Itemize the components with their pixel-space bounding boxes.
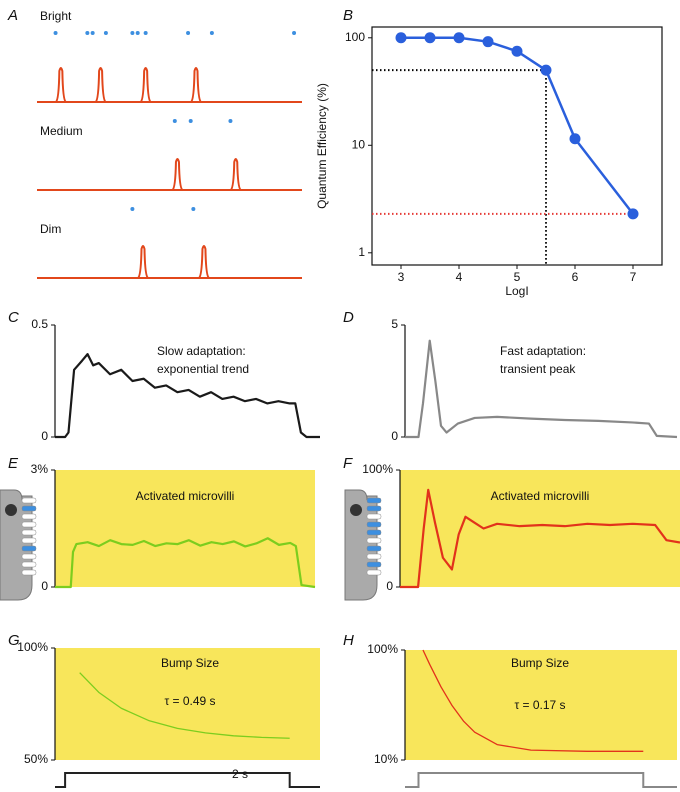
marker	[482, 36, 494, 48]
annotation: Bump Size	[511, 656, 569, 670]
photon-dot	[90, 31, 95, 35]
annotation: transient peak	[500, 362, 576, 376]
bump	[94, 67, 107, 103]
annotation: Fast adaptation:	[500, 344, 586, 358]
annotation: Activated microvilli	[136, 489, 235, 503]
x-axis-label: LogI	[505, 284, 528, 298]
y-tick-label: 100	[345, 30, 365, 44]
photon-dot	[191, 207, 196, 211]
panel-letter: D	[343, 309, 354, 326]
y-tick-label: 100%	[362, 462, 393, 476]
x-tick-label: 6	[572, 270, 579, 284]
microvilli-icon	[0, 489, 37, 601]
x-tick-label: 5	[514, 270, 521, 284]
marker	[424, 32, 436, 44]
bump	[55, 67, 67, 103]
photon-dot	[209, 31, 214, 35]
y-axis-label: Quantum Efficiency (%)	[315, 83, 329, 209]
stimulus-step	[405, 772, 677, 788]
photon-dot	[143, 31, 148, 35]
bump	[198, 245, 210, 279]
trace	[401, 36, 634, 215]
row-label: Medium	[40, 124, 83, 138]
annotation: τ = 0.49 s	[164, 694, 215, 708]
photon-dot	[135, 31, 140, 35]
y-tick-label: 10%	[374, 752, 398, 766]
photon-dot	[186, 31, 191, 35]
panel-letter: H	[343, 632, 354, 649]
trace	[400, 488, 680, 589]
photon-dot	[188, 119, 193, 123]
y-tick-label: 5	[391, 317, 398, 331]
y-tick-label: 0	[386, 579, 393, 593]
annotation: Bump Size	[161, 656, 219, 670]
bump	[171, 158, 184, 191]
plot-background	[55, 648, 320, 760]
panel-letter: B	[343, 7, 353, 24]
trace	[55, 353, 320, 439]
trace	[55, 537, 316, 589]
bump	[139, 67, 152, 103]
marker	[395, 32, 407, 44]
photon-dot	[103, 31, 108, 35]
panel-letter: G	[8, 632, 20, 649]
photon-dot	[53, 31, 58, 35]
y-tick-label: 10	[352, 137, 366, 151]
y-tick-label: 0	[41, 429, 48, 443]
row-label: Bright	[40, 9, 72, 23]
photon-dot	[228, 119, 233, 123]
annotation: exponential trend	[157, 362, 249, 376]
plot-frame	[371, 26, 663, 266]
x-tick-label: 3	[398, 270, 405, 284]
y-tick-label: 0.5	[31, 317, 48, 331]
y-tick-label: 50%	[24, 752, 48, 766]
marker	[627, 208, 639, 220]
plot-background	[400, 470, 680, 587]
trace	[405, 339, 678, 439]
photon-dot	[172, 119, 177, 123]
y-tick-label: 1	[358, 245, 365, 259]
panel-letter: A	[7, 7, 18, 24]
plot-background	[55, 470, 315, 587]
plot-background	[405, 650, 677, 760]
photon-dot	[130, 207, 135, 211]
marker	[569, 133, 581, 145]
x-tick-label: 4	[456, 270, 463, 284]
marker	[511, 45, 523, 57]
annotation: τ = 0.17 s	[514, 698, 565, 712]
microvilli-icon	[344, 489, 382, 601]
y-tick-label: 0	[391, 429, 398, 443]
marker	[453, 32, 465, 44]
y-tick-label: 3%	[31, 462, 49, 476]
photon-dot	[130, 31, 135, 35]
photon-dot	[292, 31, 297, 35]
bump	[190, 67, 202, 103]
panel-letter: E	[8, 455, 19, 472]
annotation: Slow adaptation:	[157, 344, 246, 358]
stimulus-label: 2 s	[232, 767, 248, 781]
row-label: Dim	[40, 222, 61, 236]
stimulus-step	[55, 772, 320, 788]
y-tick-label: 100%	[367, 642, 398, 656]
x-tick-label: 7	[630, 270, 637, 284]
annotation: Activated microvilli	[491, 489, 590, 503]
panel-letter: F	[343, 455, 353, 472]
bump	[229, 158, 242, 191]
photon-dot	[85, 31, 90, 35]
trace	[79, 672, 290, 739]
y-tick-label: 100%	[17, 640, 48, 654]
bump	[137, 245, 149, 279]
trace	[422, 649, 644, 752]
marker	[540, 64, 552, 76]
y-tick-label: 0	[41, 579, 48, 593]
panel-letter: C	[8, 309, 19, 326]
